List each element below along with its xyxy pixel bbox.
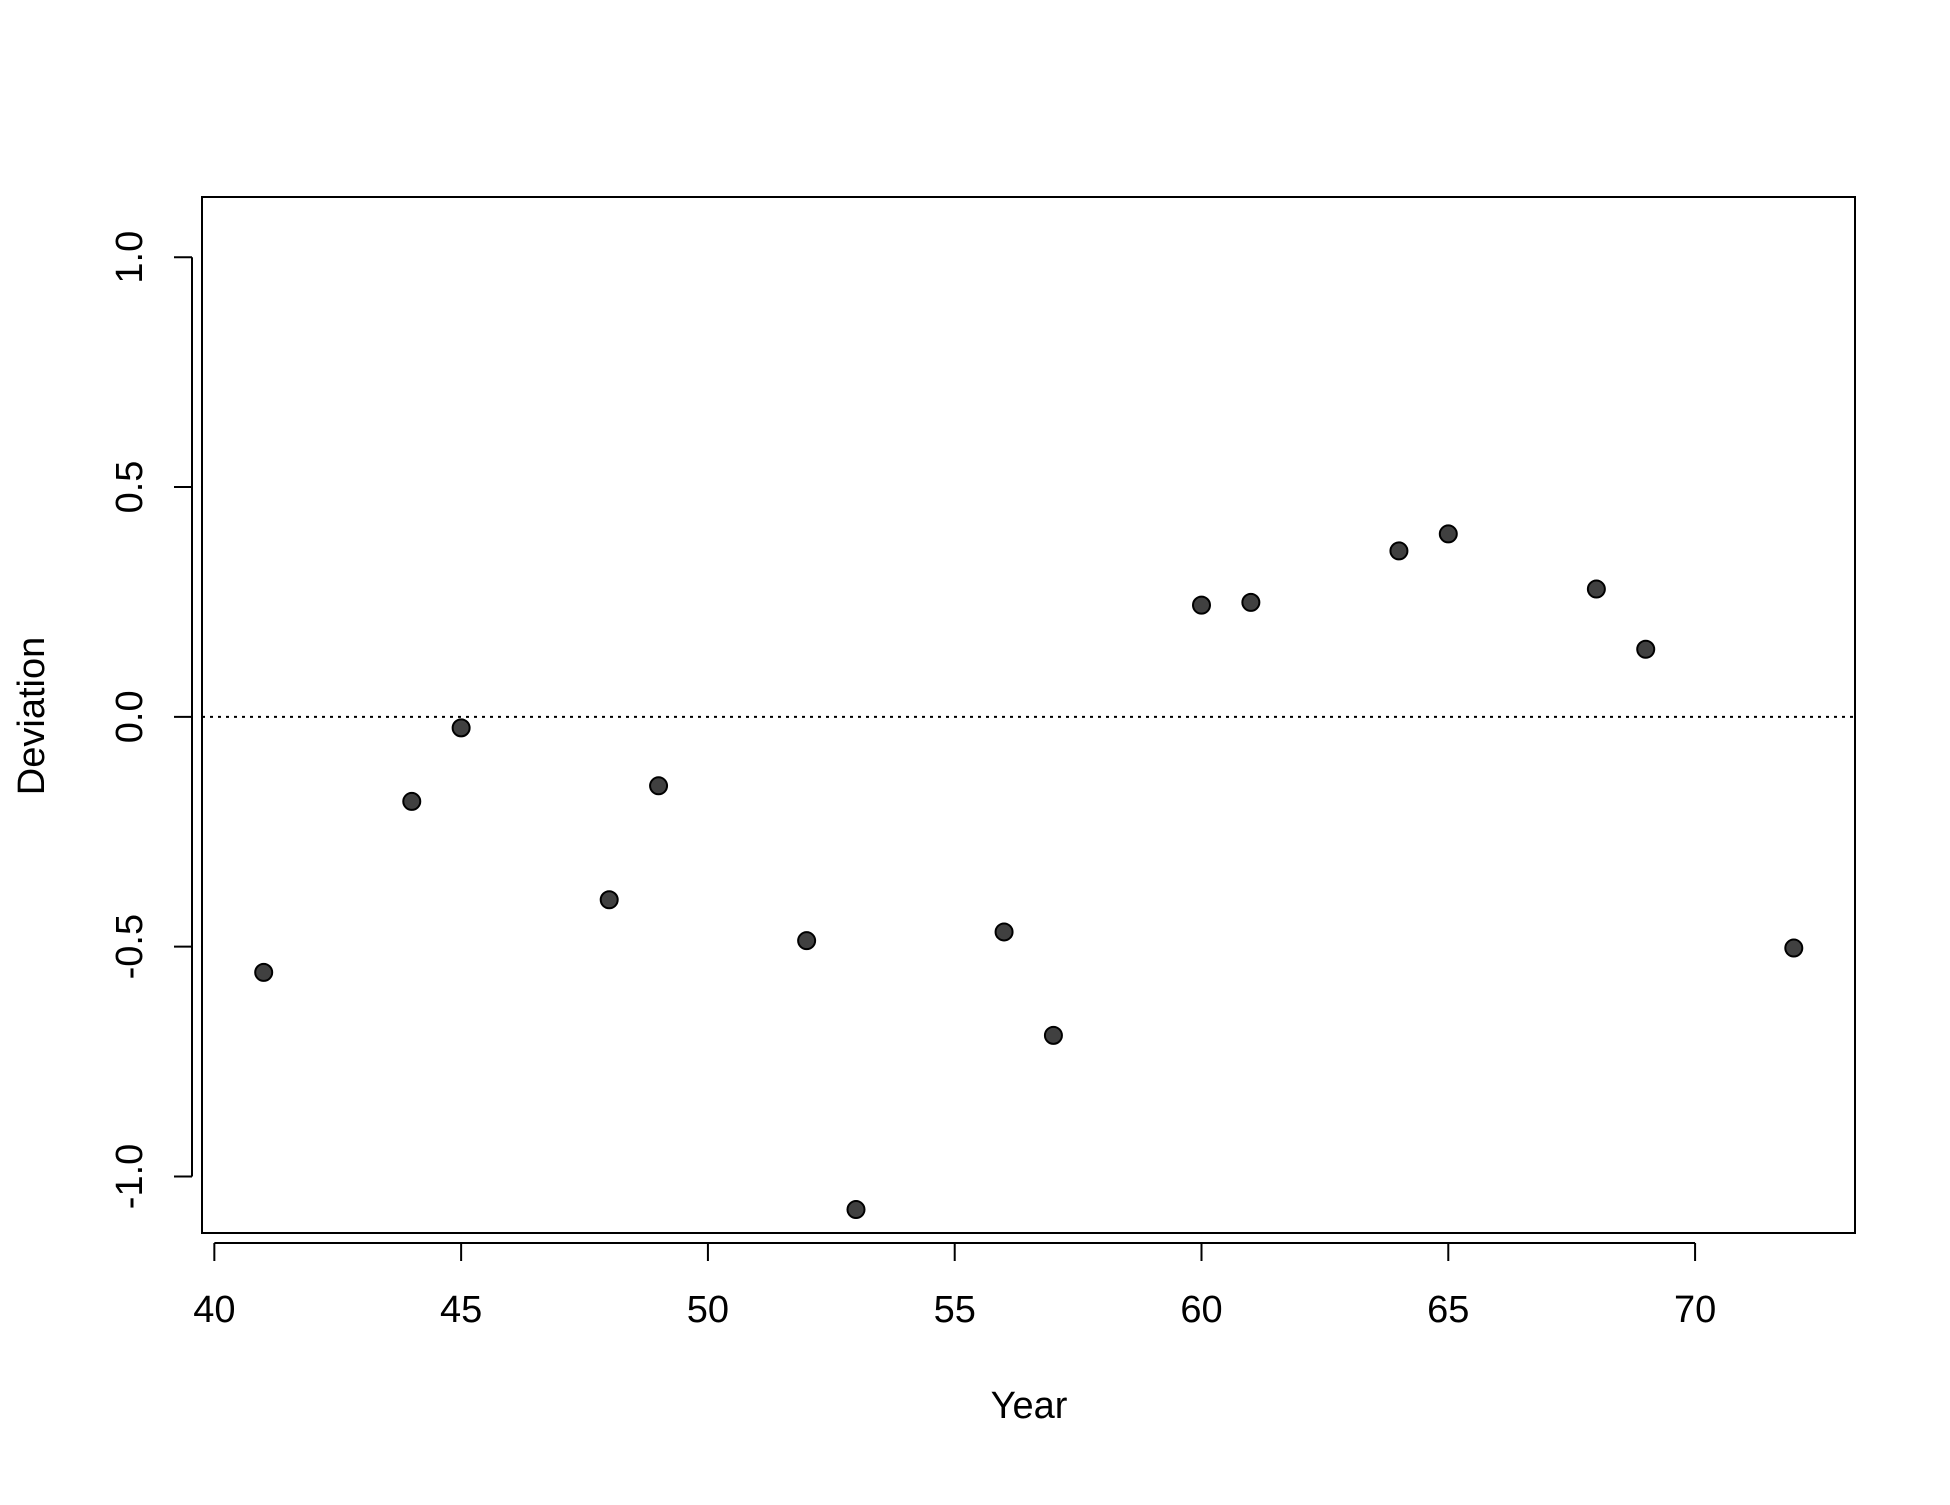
x-tick-label: 60 xyxy=(1180,1289,1222,1331)
x-axis-label: Year xyxy=(991,1385,1068,1427)
point xyxy=(1241,592,1261,612)
point xyxy=(1586,579,1606,599)
x-tick-label: 40 xyxy=(193,1289,235,1331)
point xyxy=(1784,938,1804,958)
y-tick-label: -1.0 xyxy=(109,1144,151,1209)
x-tick-label: 70 xyxy=(1674,1289,1716,1331)
point xyxy=(599,890,619,910)
point xyxy=(797,931,817,951)
x-tick-label: 45 xyxy=(440,1289,482,1331)
y-tick-label: 0.5 xyxy=(109,461,151,514)
point xyxy=(1043,1025,1063,1045)
point xyxy=(994,922,1014,942)
y-tick-label: 1.0 xyxy=(109,231,151,284)
x-tick-label: 65 xyxy=(1427,1289,1469,1331)
point xyxy=(649,776,669,796)
y-tick-label: 0.0 xyxy=(109,690,151,743)
x-tick-label: 55 xyxy=(934,1289,976,1331)
point xyxy=(1389,541,1409,561)
point xyxy=(254,962,274,982)
point xyxy=(1191,595,1211,615)
point xyxy=(1636,639,1656,659)
point xyxy=(402,791,422,811)
y-tick-label: -0.5 xyxy=(109,914,151,979)
x-tick-label: 50 xyxy=(687,1289,729,1331)
point xyxy=(451,718,471,738)
plot-frame xyxy=(201,196,1856,1234)
y-axis-label: Deviation xyxy=(11,637,53,795)
point xyxy=(846,1200,866,1220)
point xyxy=(1438,524,1458,544)
